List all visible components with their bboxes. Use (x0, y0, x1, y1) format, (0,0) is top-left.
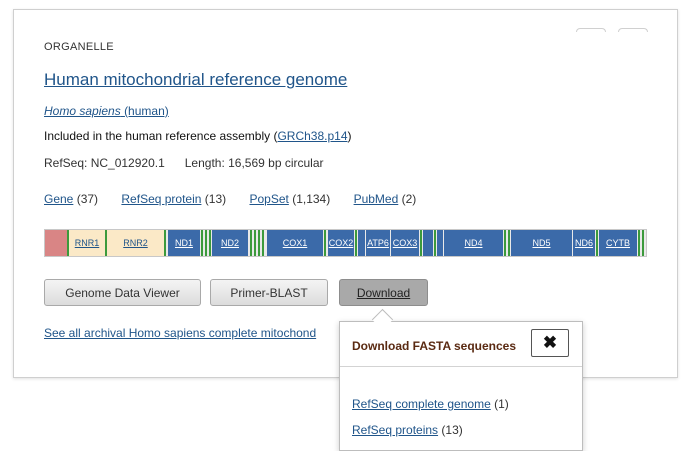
gene-rnr2[interactable]: RNR2 (107, 230, 164, 256)
gene-nd2[interactable]: ND2 (212, 230, 248, 256)
refseq-accession: RefSeq: NC_012920.1 (44, 156, 165, 170)
gene-atp6[interactable]: ATP6 (366, 230, 390, 256)
species-scientific-name: Homo sapiens (44, 104, 121, 118)
gene-link-item: Gene (37) (44, 192, 98, 206)
trna-marker[interactable] (324, 230, 326, 256)
gene-nd6[interactable]: ND6 (573, 230, 595, 256)
download-button-label: Download (356, 285, 411, 300)
organelle-card (13, 9, 678, 378)
card-tab-right[interactable] (618, 28, 648, 32)
pubmed-count: (2) (401, 192, 417, 206)
gene-rnr1[interactable]: RNR1 (69, 230, 105, 256)
archival-genomes-link[interactable]: See all archival Homo sapiens complete m… (44, 326, 317, 340)
popset-link[interactable]: PopSet (249, 192, 289, 206)
download-proteins-link[interactable]: RefSeq proteins (352, 423, 439, 437)
card-tab-left[interactable] (576, 28, 606, 32)
primer-blast-button[interactable]: Primer-BLAST (210, 279, 328, 306)
trna-marker[interactable] (420, 230, 422, 256)
trna-marker[interactable] (596, 230, 598, 256)
gene-cox2[interactable]: COX2 (328, 230, 354, 256)
gene-atp8[interactable] (358, 230, 365, 256)
assembly-note: Included in the human reference assembly… (44, 129, 352, 143)
page-title-link[interactable]: Human mitochondrial reference genome (44, 70, 348, 89)
refseq-protein-link[interactable]: RefSeq protein (121, 192, 202, 206)
assembly-note-suffix: ) (347, 129, 352, 143)
download-button[interactable]: Download (339, 279, 428, 306)
control-region[interactable] (45, 230, 67, 256)
download-proteins-count: (13) (441, 423, 463, 437)
download-popover: Download FASTA sequences ✖ RefSeq comple… (339, 321, 583, 451)
refseq-protein-link-item: RefSeq protein (13) (121, 192, 226, 206)
trna-marker[interactable] (205, 230, 207, 256)
gene-nd4l[interactable] (437, 230, 443, 256)
popset-link-item: PopSet (1,134) (249, 192, 330, 206)
gene-nd5[interactable]: ND5 (511, 230, 572, 256)
trna-marker[interactable] (201, 230, 203, 256)
gene-link[interactable]: Gene (44, 192, 74, 206)
trna-marker[interactable] (434, 230, 436, 256)
popover-heading: Download FASTA sequences (352, 339, 517, 353)
trna-marker[interactable] (638, 230, 640, 256)
refseq-protein-count: (13) (204, 192, 227, 206)
genome-map: RNR1 RNR2 ND1 ND2 COX1 COX2 ATP6 COX3 ND… (44, 229, 647, 257)
gene-nd4[interactable]: ND4 (444, 230, 503, 256)
assembly-note-prefix: Included in the human reference assembly… (44, 129, 278, 143)
pubmed-link[interactable]: PubMed (353, 192, 399, 206)
popset-count: (1,134) (292, 192, 331, 206)
assembly-link[interactable]: GRCh38.p14 (277, 129, 348, 143)
trna-marker[interactable] (504, 230, 506, 256)
related-links: Gene (37) RefSeq protein (13) PopSet (1,… (44, 192, 436, 206)
trna-marker[interactable] (250, 230, 252, 256)
trna-marker[interactable] (355, 230, 357, 256)
gene-nd3[interactable] (423, 230, 433, 256)
species-common-name: (human) (124, 104, 169, 118)
species-link[interactable]: Homo sapiens (human) (44, 104, 169, 118)
gene-cox1[interactable]: COX1 (267, 230, 323, 256)
download-genome-count: (1) (494, 397, 509, 411)
section-kicker: ORGANELLE (44, 41, 114, 53)
trna-marker[interactable] (105, 230, 107, 256)
trna-marker[interactable] (642, 230, 644, 256)
trna-marker[interactable] (67, 230, 69, 256)
trna-marker[interactable] (262, 230, 264, 256)
gene-nd1[interactable]: ND1 (168, 230, 200, 256)
download-option-proteins: RefSeq proteins (13) (352, 423, 463, 437)
genome-length: Length: 16,569 bp circular (184, 156, 324, 170)
trna-marker[interactable] (508, 230, 510, 256)
pubmed-link-item: PubMed (2) (354, 192, 417, 206)
close-icon[interactable]: ✖ (531, 329, 569, 357)
download-genome-link[interactable]: RefSeq complete genome (352, 397, 491, 411)
genome-data-viewer-button[interactable]: Genome Data Viewer (44, 279, 201, 306)
gene-cytb[interactable]: CYTB (599, 230, 637, 256)
refseq-info: RefSeq: NC_012920.1 Length: 16,569 bp cir… (44, 156, 324, 170)
gene-cox3[interactable]: COX3 (391, 230, 419, 256)
trna-marker[interactable] (258, 230, 260, 256)
popover-divider (340, 366, 582, 367)
download-option-genome: RefSeq complete genome (1) (352, 397, 509, 411)
trna-marker[interactable] (254, 230, 256, 256)
trna-marker[interactable] (164, 230, 166, 256)
trna-marker[interactable] (209, 230, 211, 256)
gene-count: (37) (76, 192, 99, 206)
